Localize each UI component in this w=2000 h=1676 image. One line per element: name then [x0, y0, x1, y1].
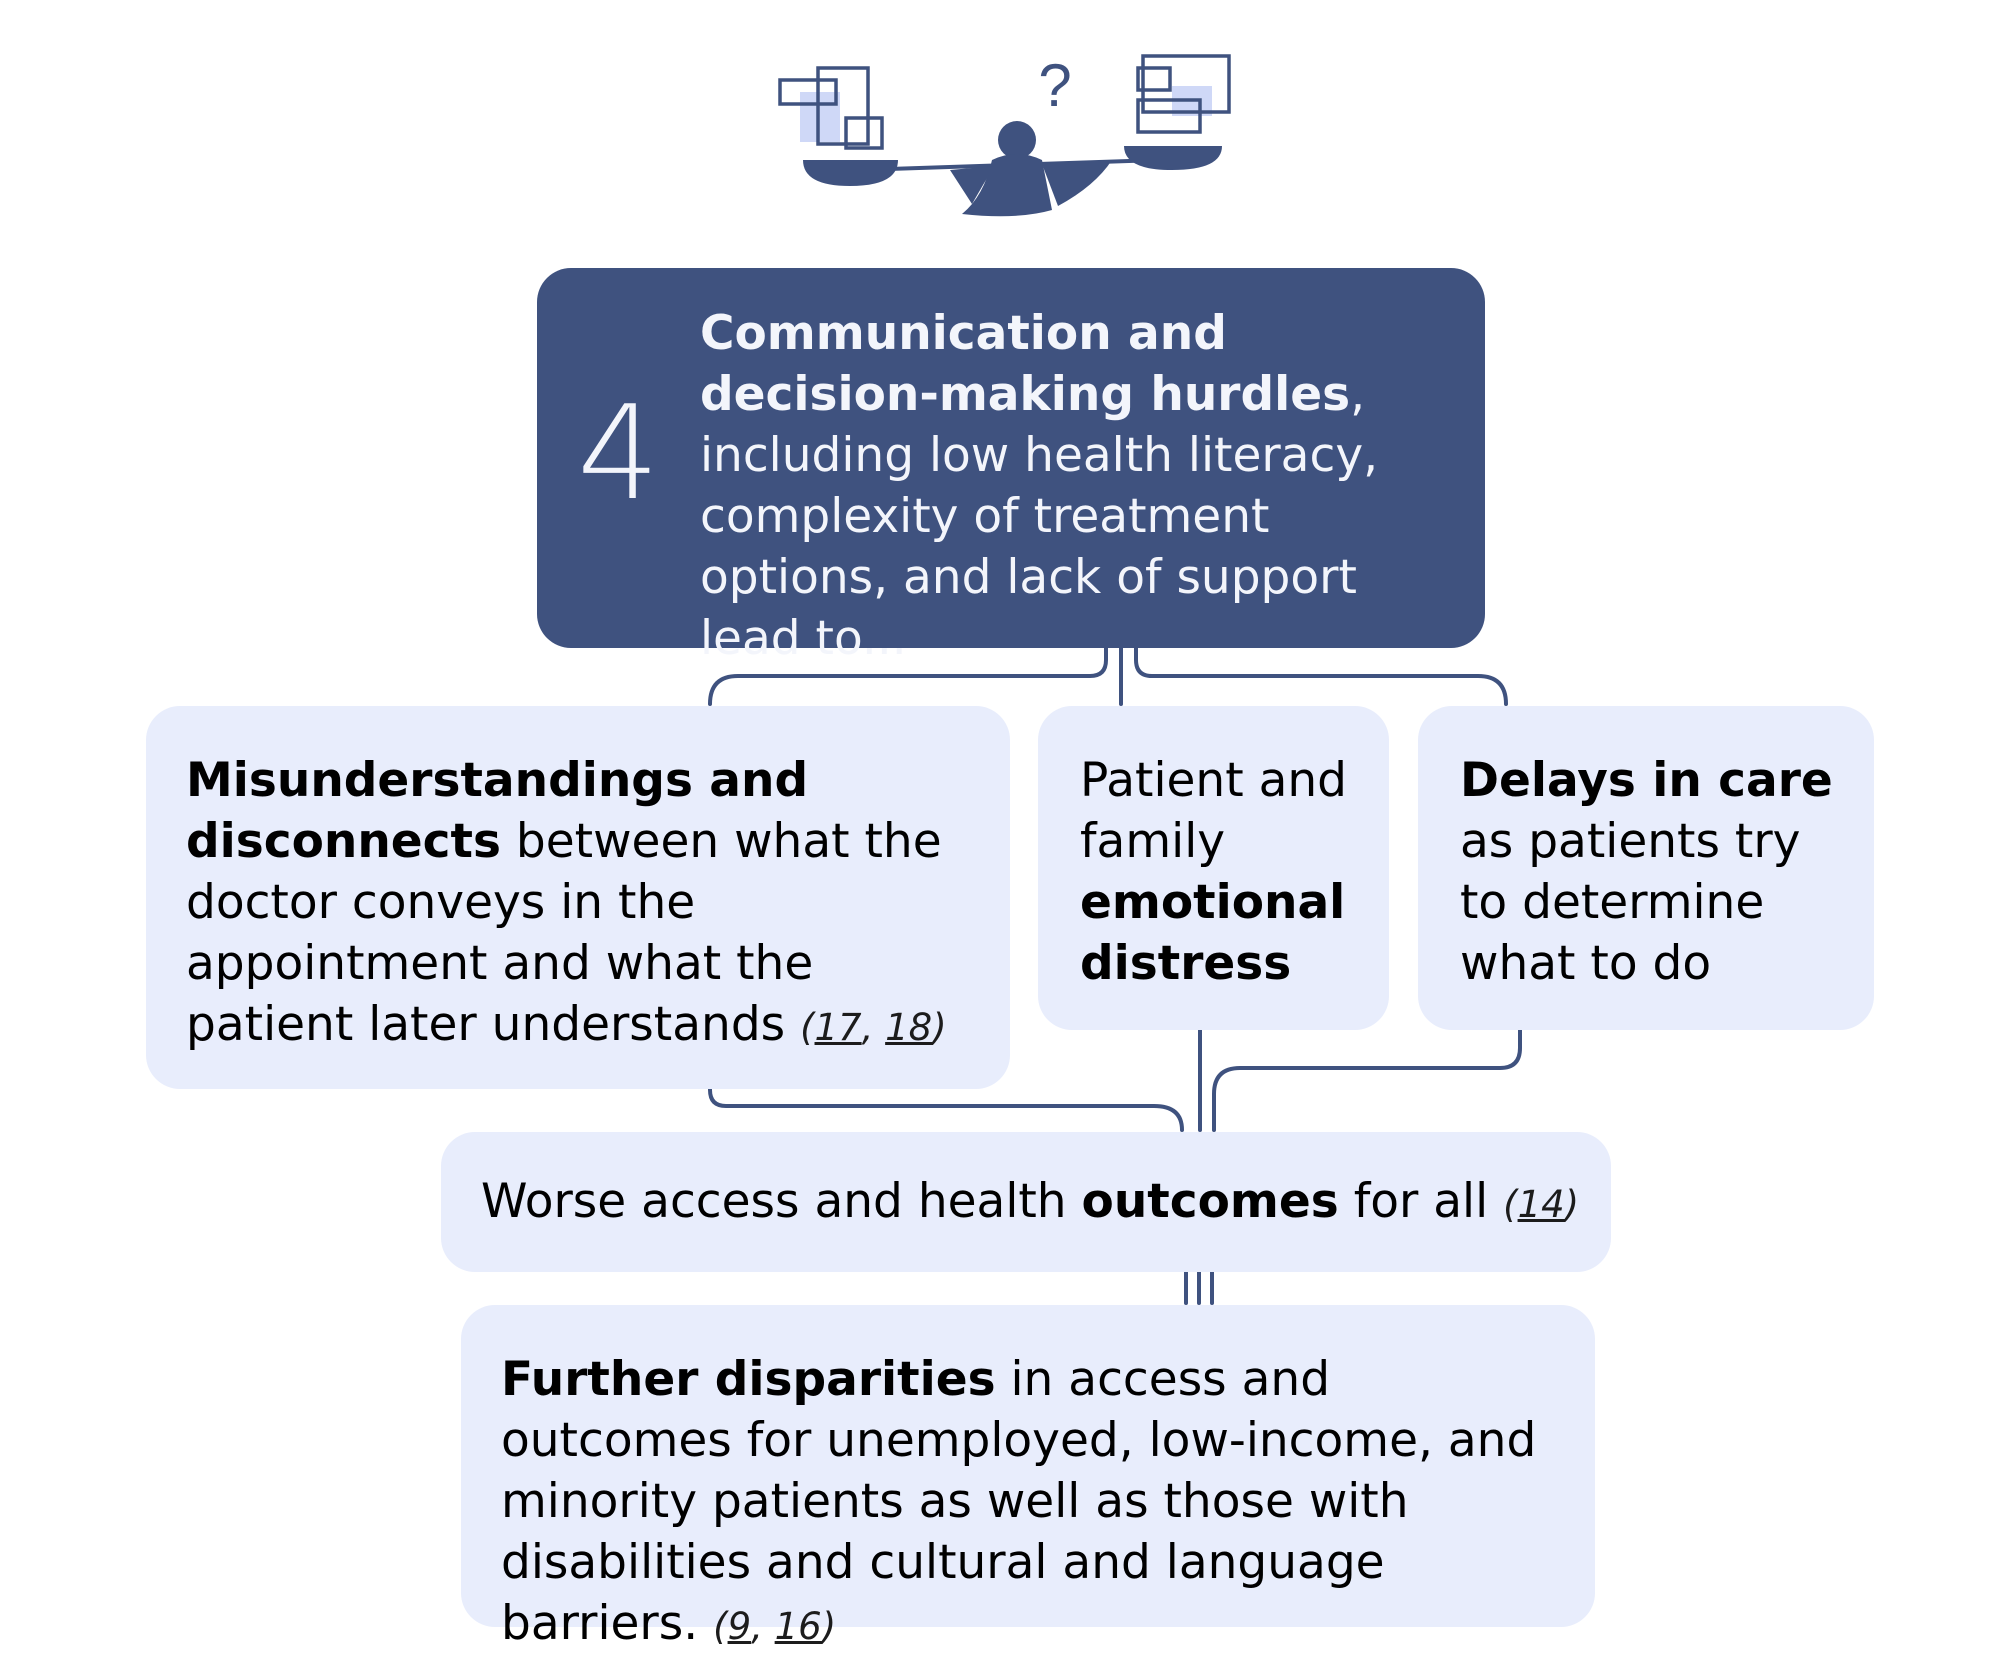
- citation-group: (9, 16): [713, 1605, 837, 1648]
- effect-delays-text: Delays in care as patients try to determ…: [1460, 750, 1860, 994]
- effect-misunderstandings-text: Misunderstandings and disconnects betwee…: [186, 750, 986, 1058]
- connector-misunderstandings-to-outcomes: [708, 1087, 1184, 1132]
- disparities-rest: in access and outcomes for unemployed, l…: [501, 1352, 1537, 1651]
- citation-link[interactable]: 17: [814, 1006, 862, 1049]
- disparities-bold: Further disparities: [501, 1352, 996, 1407]
- left-document-outline-3: [844, 116, 884, 150]
- citation-link[interactable]: 16: [774, 1605, 822, 1648]
- step-number: 4: [577, 377, 660, 529]
- outcome-bold: outcomes: [1081, 1174, 1339, 1229]
- effect-delays-rest: as patients try to determine what to do: [1460, 814, 1801, 991]
- outcome-rest: for all: [1338, 1174, 1504, 1229]
- effect-distress-lead: Patient and family: [1080, 753, 1348, 869]
- effect-misunderstandings-box: Misunderstandings and disconnects betwee…: [146, 706, 1010, 1089]
- connector-delays-to-outcomes: [1212, 1028, 1522, 1132]
- disparities-box: Further disparities in access and outcom…: [461, 1305, 1595, 1651]
- balance-scale-person-icon: ?: [778, 52, 1231, 217]
- effect-distress-bold: emotional distress: [1080, 875, 1346, 991]
- left-scale-pan: [803, 160, 898, 186]
- citation-group: (14): [1503, 1183, 1580, 1226]
- effect-delays-bold: Delays in care: [1460, 753, 1833, 808]
- citation-link[interactable]: 9: [727, 1605, 752, 1648]
- effect-misunderstandings-bold: Misunderstandings and disconnects: [186, 753, 809, 869]
- citation-link[interactable]: 14: [1517, 1183, 1565, 1226]
- disparities-text: Further disparities in access and outcom…: [501, 1349, 1571, 1657]
- right-document-outline-3: [1136, 98, 1202, 134]
- question-mark-icon: ?: [1038, 52, 1071, 119]
- effect-delays-box: Delays in care as patients try to determ…: [1418, 706, 1874, 1030]
- left-document-outline-2: [816, 66, 870, 146]
- outcome-lead: Worse access and health: [481, 1174, 1082, 1229]
- citation-link[interactable]: 18: [885, 1006, 933, 1049]
- right-document-outline-1: [1141, 54, 1231, 114]
- step-title-bold: Communication and decision-making hurdle…: [700, 306, 1351, 422]
- left-accent-square: [800, 92, 840, 142]
- effect-distress-text: Patient and family emotional distress: [1080, 750, 1380, 994]
- person-right-arm: [1042, 160, 1112, 206]
- right-scale-pan: [1124, 146, 1222, 170]
- step-title-rest: , including low health literacy, complex…: [700, 367, 1379, 666]
- person-head: [998, 121, 1036, 159]
- effect-misunderstandings-rest: between what the doctor conveys in the a…: [186, 814, 942, 1052]
- step-description: Communication and decision-making hurdle…: [700, 303, 1460, 669]
- step-4-box: 4 Communication and decision-making hurd…: [537, 268, 1485, 666]
- citation-group: (17, 18): [800, 1006, 947, 1049]
- person-body: [962, 154, 1052, 217]
- left-document-outline-1: [778, 78, 838, 106]
- outcome-text: Worse access and health outcomes for all…: [481, 1171, 1579, 1235]
- person-left-arm: [950, 166, 994, 204]
- effect-distress-box: Patient and family emotional distress: [1038, 706, 1389, 1030]
- right-document-outline-2: [1136, 66, 1172, 92]
- outcome-box: Worse access and health outcomes for all…: [441, 1132, 1611, 1272]
